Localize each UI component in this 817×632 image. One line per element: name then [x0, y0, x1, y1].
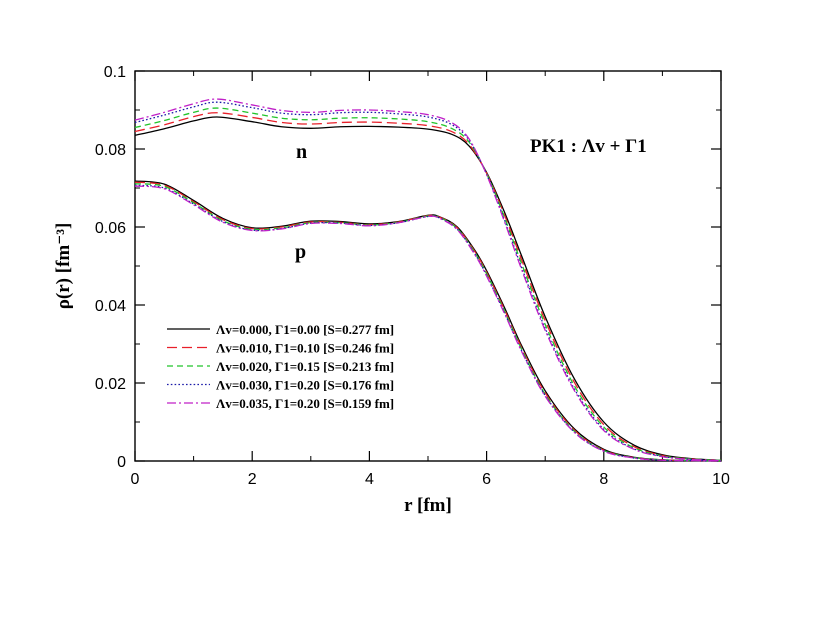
legend-label-5: Λv=0.035, Γ1=0.20 [S=0.159 fm]	[216, 396, 394, 411]
legend-label-4: Λv=0.030, Γ1=0.20 [S=0.176 fm]	[216, 378, 394, 393]
y-tick-label: 0.04	[95, 298, 126, 315]
legend-label-2: Λv=0.010, Γ1=0.10 [S=0.246 fm]	[216, 341, 394, 356]
y-tick-label: 0.08	[95, 142, 126, 159]
legend: Λv=0.000, Γ1=0.00 [S=0.277 fm] Λv=0.010, …	[167, 322, 394, 411]
proton-label: p	[295, 241, 306, 263]
proton-density-curve-3	[134, 183, 722, 462]
y-tick-label: 0.06	[95, 220, 126, 237]
neutron-density-curve-3	[134, 107, 722, 461]
neutron-density-curve-4	[134, 101, 722, 462]
axis-ticks: 0 2 4 6 8 10 0 0.02 0.04 0.06 0.08 0.1	[95, 64, 730, 488]
neutron-density-curve-2	[134, 112, 722, 461]
proton-density-curve-1	[134, 180, 722, 462]
density-curves	[134, 98, 722, 462]
legend-label-3: Λv=0.020, Γ1=0.15 [S=0.213 fm]	[216, 359, 394, 374]
legend-label-1: Λv=0.000, Γ1=0.00 [S=0.277 fm]	[216, 322, 394, 337]
x-tick-label: 6	[482, 471, 491, 488]
y-tick-label: 0	[117, 454, 126, 471]
neutron-label: n	[296, 141, 307, 163]
y-axis-label: ρ(r) [fm⁻³]	[53, 223, 74, 310]
proton-density-curve-5	[134, 185, 722, 462]
y-tick-label: 0.1	[104, 64, 126, 81]
x-axis-label: r [fm]	[404, 495, 452, 516]
x-tick-label: 8	[599, 471, 608, 488]
x-tick-label: 2	[248, 471, 257, 488]
y-tick-label: 0.02	[95, 376, 126, 393]
neutron-density-curve-1	[134, 116, 722, 461]
model-annotation: PK1 : Λv + Γ1	[530, 136, 647, 157]
x-tick-label: 10	[712, 471, 730, 488]
x-tick-label: 4	[365, 471, 374, 488]
proton-density-curve-2	[134, 181, 722, 462]
x-tick-label: 0	[131, 471, 140, 488]
